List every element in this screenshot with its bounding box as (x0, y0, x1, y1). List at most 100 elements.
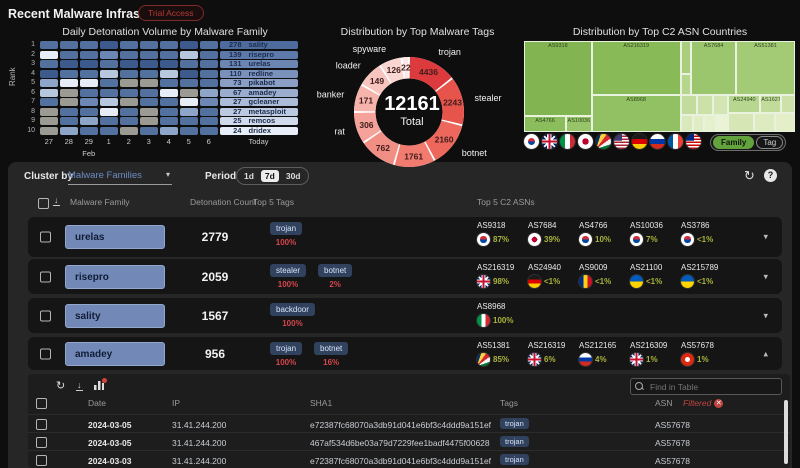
tag-column: trojan 100% (270, 222, 303, 247)
heatmap-legend-item: 278 sality (219, 41, 298, 49)
expand-row-icon[interactable]: ▾ (763, 231, 768, 242)
asn-percent: <1% (697, 277, 714, 286)
legend-value: 139 (228, 49, 242, 59)
subrow-checkbox[interactable] (36, 437, 47, 448)
treemap-cell-label: AS216319 (623, 43, 650, 49)
family-name-box[interactable]: amadey (65, 341, 165, 366)
subtable-refresh-icon[interactable]: ↻ (56, 380, 66, 392)
heatmap-cell (59, 79, 78, 87)
heatmap-cell (99, 98, 118, 106)
help-icon[interactable]: ? (764, 169, 777, 182)
donut-segment-label: botnet (462, 148, 488, 158)
table-row-amadey[interactable]: amadey 956 trojan 100% botnet 16% AS51381 85% AS… (28, 337, 782, 370)
heatmap-cell (79, 126, 98, 135)
family-name-box[interactable]: sality (65, 303, 165, 328)
gb-flag-icon (477, 275, 490, 288)
heatmap-y-axis-label: Rank (8, 67, 17, 86)
download-icon[interactable]: ↓ (53, 195, 60, 206)
cluster-table-panel: Cluster by Malware Families ▾ Period 1d … (8, 162, 792, 468)
heatmap-legend-item: 73 pikabot (219, 79, 298, 87)
subtable-scrollbar[interactable] (784, 400, 788, 464)
table-row-risepro[interactable]: risepro 2059 stealer 100% botnet 2% AS216319 98… (28, 259, 782, 294)
heatmap-cell (39, 126, 58, 135)
heatmap-cell (39, 50, 58, 59)
chart-filter-icon[interactable] (94, 381, 104, 390)
period-30d-button[interactable]: 30d (285, 171, 301, 181)
period-segmented-control[interactable]: 1d 7d 30d (236, 167, 309, 185)
asn-percent: 85% (493, 355, 510, 364)
table-row-sality[interactable]: sality 1567 backdoor 100% AS8968 100% ▾ (28, 298, 782, 333)
heatmap-cell (79, 50, 98, 59)
family-name-box[interactable]: risepro (65, 264, 165, 289)
heatmap-cell (199, 50, 218, 59)
asn-flag-line: <1% (528, 275, 579, 288)
legend-value: 131 (228, 59, 242, 68)
clear-filter-icon[interactable]: ✕ (714, 399, 724, 409)
asn-percent: <1% (697, 235, 714, 244)
treemap-cell-AS24940: AS24940 (728, 94, 761, 113)
heatmap-cell (199, 60, 218, 68)
heatmap-cell (159, 107, 178, 116)
donut-title: Distribution by Top Malware Tags (340, 26, 495, 38)
subrow-checkbox[interactable] (36, 455, 47, 466)
c2-ip: 31.41.244.200 (172, 456, 227, 466)
select-all-checkbox[interactable] (38, 198, 49, 209)
subtable-select-all-checkbox[interactable] (36, 398, 47, 409)
donut-segment-1761 (394, 141, 434, 167)
row-checkbox[interactable] (40, 310, 51, 321)
heatmap-cell (179, 117, 198, 125)
asn-percent: 1% (697, 355, 709, 364)
family-name-box[interactable]: urelas (65, 225, 165, 249)
subtable-row[interactable]: 2024-03-05 31.41.244.200 467af534d6be03a79… (28, 432, 790, 451)
heatmap-cell (119, 50, 138, 59)
tag-column: botnet 2% (318, 264, 353, 289)
treemap-cell (680, 41, 692, 74)
heatmap-cell (179, 50, 198, 59)
row-checkbox[interactable] (40, 271, 51, 282)
table-row-urelas[interactable]: urelas 2779 trojan 100% AS9318 87% AS7684 39% AS… (28, 217, 782, 257)
expand-row-icon[interactable]: ▾ (763, 271, 768, 281)
heatmap-cell (139, 107, 158, 116)
cluster-by-select[interactable]: Malware Families ▾ (68, 170, 172, 185)
asn-column: AS9318 87% (477, 221, 528, 246)
row-checkbox[interactable] (40, 231, 51, 243)
row-checkbox[interactable] (40, 348, 51, 359)
detonation-date: 2024-03-03 (88, 456, 132, 466)
asn-name: AS215789 (681, 263, 719, 272)
find-in-table-input[interactable] (648, 379, 780, 394)
asn-name: AS216319 (528, 341, 566, 350)
collapse-row-icon[interactable]: ▴ (763, 348, 768, 358)
heatmap-cell (99, 126, 118, 135)
donut-segment-label: stealer (475, 93, 502, 103)
refresh-icon[interactable]: ↻ (744, 168, 755, 183)
toggle-tag-button[interactable]: Tag (756, 136, 784, 149)
asn-flag-line: 4% (579, 353, 630, 366)
subtable-download-icon[interactable]: ↓ (76, 380, 83, 391)
heatmap-cell (59, 60, 78, 68)
subtable-row[interactable]: 2024-03-05 31.41.244.200 e72387fc68070a3db… (28, 414, 790, 433)
find-in-table-box[interactable] (630, 378, 782, 395)
trial-access-badge[interactable]: Trial Access (138, 5, 204, 21)
heatmap-legend-item: 67 amadey (219, 88, 298, 97)
filtered-indicator[interactable]: Filtered ✕ (683, 398, 724, 409)
subrow-checkbox[interactable] (36, 419, 47, 430)
heatmap-cell (199, 126, 218, 135)
period-7d-button[interactable]: 7d (260, 170, 279, 182)
heatmap-cell (79, 79, 98, 87)
c2-ip: 31.41.244.200 (172, 438, 227, 448)
heatmap-rank-label: 7 (31, 98, 35, 105)
heatmap-x-label: Today (248, 137, 269, 146)
subtable-row[interactable]: 2024-03-03 31.41.244.200 e72387fc68070a3db… (28, 450, 790, 468)
expand-row-icon[interactable]: ▾ (763, 310, 768, 320)
treemap-cell-label: AS51381 (754, 43, 777, 49)
donut-segment-762 (363, 131, 400, 165)
period-1d-button[interactable]: 1d (244, 171, 254, 181)
family-tag-toggle[interactable]: Family Tag (710, 134, 787, 151)
tag-pill: stealer (270, 264, 307, 277)
heatmap-cell (179, 88, 198, 97)
heatmap-cell (59, 126, 78, 135)
tag-pill: trojan (270, 342, 303, 355)
donut-segment-loader (361, 65, 391, 95)
treemap-cell-label: AS9318 (548, 43, 568, 49)
toggle-family-button[interactable]: Family (713, 136, 755, 149)
